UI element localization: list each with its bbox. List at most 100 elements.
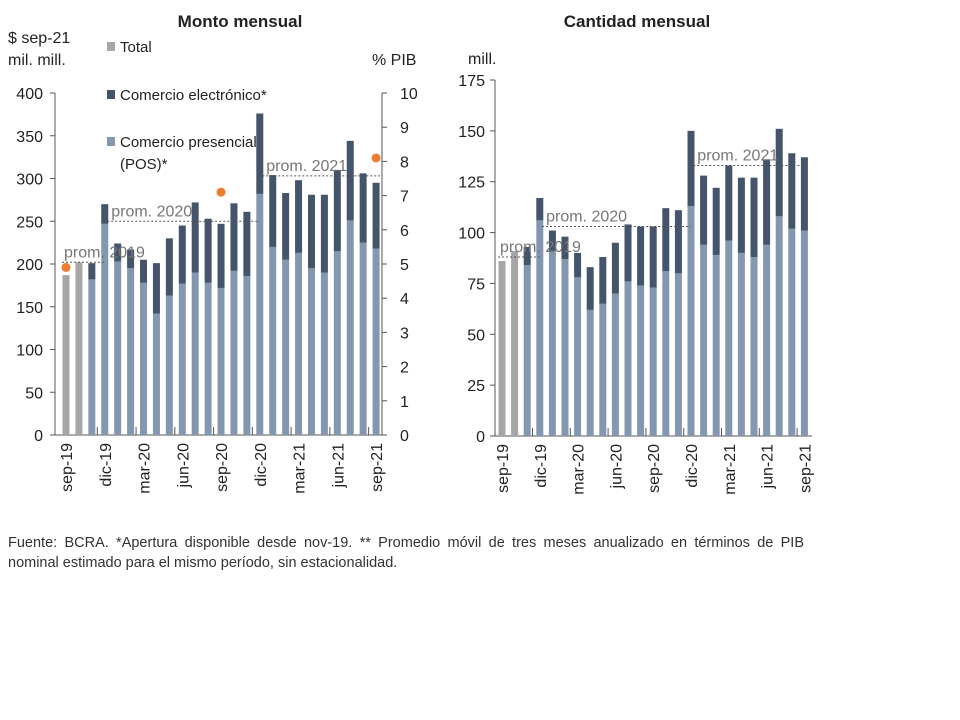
y2-tick-label: 5 bbox=[400, 257, 409, 274]
bar-comercio bbox=[243, 275, 251, 435]
y-tick-label: 75 bbox=[467, 276, 485, 293]
bar-comercio bbox=[140, 259, 148, 283]
bar-comercio bbox=[114, 243, 122, 262]
y2-tick-label: 1 bbox=[400, 394, 409, 411]
y-tick-label: 25 bbox=[467, 378, 485, 395]
legend-label: (POS)* bbox=[120, 156, 168, 173]
bar-comercio bbox=[191, 272, 199, 435]
y-tick-label: 250 bbox=[16, 214, 43, 231]
y-tick-label: 300 bbox=[16, 172, 43, 189]
bar-comercio bbox=[307, 268, 315, 435]
y2-tick-label: 4 bbox=[400, 291, 409, 308]
bar-comercio bbox=[775, 128, 783, 217]
y-tick-label: 100 bbox=[458, 226, 485, 243]
y2-tick-label: 3 bbox=[400, 325, 409, 342]
y-axis-label: mil. mill. bbox=[8, 52, 66, 69]
x-tick-label: mar-20 bbox=[137, 443, 154, 494]
bar-comercio bbox=[523, 246, 531, 266]
bar-comercio bbox=[295, 252, 303, 435]
bar-comercio bbox=[256, 193, 264, 435]
x-tick-label: mar-20 bbox=[571, 444, 588, 495]
average-label: prom. 2021 bbox=[697, 147, 778, 164]
bar-comercio bbox=[230, 203, 238, 271]
bar-comercio bbox=[561, 236, 569, 260]
average-label: prom. 2020 bbox=[546, 208, 627, 225]
bar-comercio bbox=[307, 194, 315, 269]
bar-comercio bbox=[269, 246, 277, 435]
chart-title: Cantidad mensual bbox=[564, 12, 710, 31]
x-tick-label: dic-19 bbox=[533, 444, 550, 488]
bar-comercio bbox=[548, 230, 556, 251]
bar-comercio bbox=[243, 211, 251, 276]
bar-comercio bbox=[763, 244, 771, 436]
bar-comercio bbox=[114, 261, 122, 435]
bar-comercio bbox=[737, 252, 745, 436]
x-tick-label: sep-19 bbox=[59, 443, 76, 492]
bar-comercio bbox=[536, 197, 544, 221]
bar-comercio bbox=[775, 216, 783, 436]
bar-comercio bbox=[204, 218, 212, 283]
bar-comercio bbox=[800, 230, 808, 436]
x-tick-label: dic-20 bbox=[253, 443, 270, 487]
bar-comercio bbox=[750, 177, 758, 257]
bar-comercio bbox=[127, 268, 135, 435]
bar-comercio bbox=[548, 250, 556, 436]
bar-comercio bbox=[333, 169, 341, 252]
bar-comercio bbox=[372, 248, 380, 435]
y-tick-label: 125 bbox=[458, 175, 485, 192]
y2-tick-label: 9 bbox=[400, 120, 409, 137]
bar-total bbox=[498, 261, 506, 436]
x-tick-label: dic-20 bbox=[684, 444, 701, 488]
bar-comercio bbox=[359, 173, 367, 243]
y2-tick-label: 0 bbox=[400, 428, 409, 445]
bar-comercio bbox=[230, 270, 238, 435]
bar-comercio bbox=[800, 157, 808, 231]
bar-comercio bbox=[178, 283, 186, 435]
bar-comercio bbox=[333, 251, 341, 435]
bar-comercio bbox=[346, 220, 354, 435]
x-tick-label: jun-21 bbox=[330, 443, 347, 489]
bar-comercio bbox=[295, 180, 303, 253]
bar-comercio bbox=[586, 309, 594, 436]
pib-point bbox=[216, 187, 226, 197]
y-tick-label: 0 bbox=[34, 428, 43, 445]
x-tick-label: sep-21 bbox=[369, 443, 386, 492]
bar-comercio bbox=[687, 130, 695, 207]
bar-comercio bbox=[725, 165, 733, 241]
bar-comercio bbox=[725, 240, 733, 436]
bar-comercio bbox=[712, 254, 720, 436]
y2-tick-label: 6 bbox=[400, 223, 409, 240]
x-tick-label: jun-21 bbox=[760, 444, 777, 490]
bar-comercio bbox=[662, 208, 670, 272]
bar-comercio bbox=[687, 206, 695, 436]
legend-swatch bbox=[107, 137, 115, 146]
bar-comercio bbox=[88, 279, 96, 435]
y-tick-label: 100 bbox=[16, 343, 43, 360]
legend-label: Comercio electrónico* bbox=[120, 87, 267, 104]
y-tick-label: 0 bbox=[476, 429, 485, 446]
bar-comercio bbox=[611, 293, 619, 436]
bar-comercio bbox=[140, 282, 148, 435]
pib-point bbox=[371, 153, 381, 163]
bar-comercio bbox=[101, 223, 109, 435]
average-label: prom. 2021 bbox=[266, 158, 347, 175]
x-tick-label: dic-19 bbox=[98, 443, 115, 487]
y2-tick-label: 8 bbox=[400, 154, 409, 171]
bar-comercio bbox=[700, 175, 708, 245]
bar-comercio bbox=[788, 153, 796, 229]
bar-comercio bbox=[700, 244, 708, 436]
bar-comercio bbox=[637, 285, 645, 436]
bar-comercio bbox=[750, 256, 758, 436]
x-tick-label: sep-19 bbox=[495, 444, 512, 493]
y-axis-label: mill. bbox=[468, 51, 496, 68]
bar-comercio bbox=[269, 175, 277, 247]
bar-comercio bbox=[165, 238, 173, 296]
bar-comercio bbox=[737, 177, 745, 253]
y-tick-label: 200 bbox=[16, 257, 43, 274]
y-tick-label: 150 bbox=[458, 124, 485, 141]
bar-comercio bbox=[599, 256, 607, 304]
bar-comercio bbox=[611, 242, 619, 294]
x-tick-label: mar-21 bbox=[292, 443, 309, 494]
bar-comercio bbox=[561, 259, 569, 436]
